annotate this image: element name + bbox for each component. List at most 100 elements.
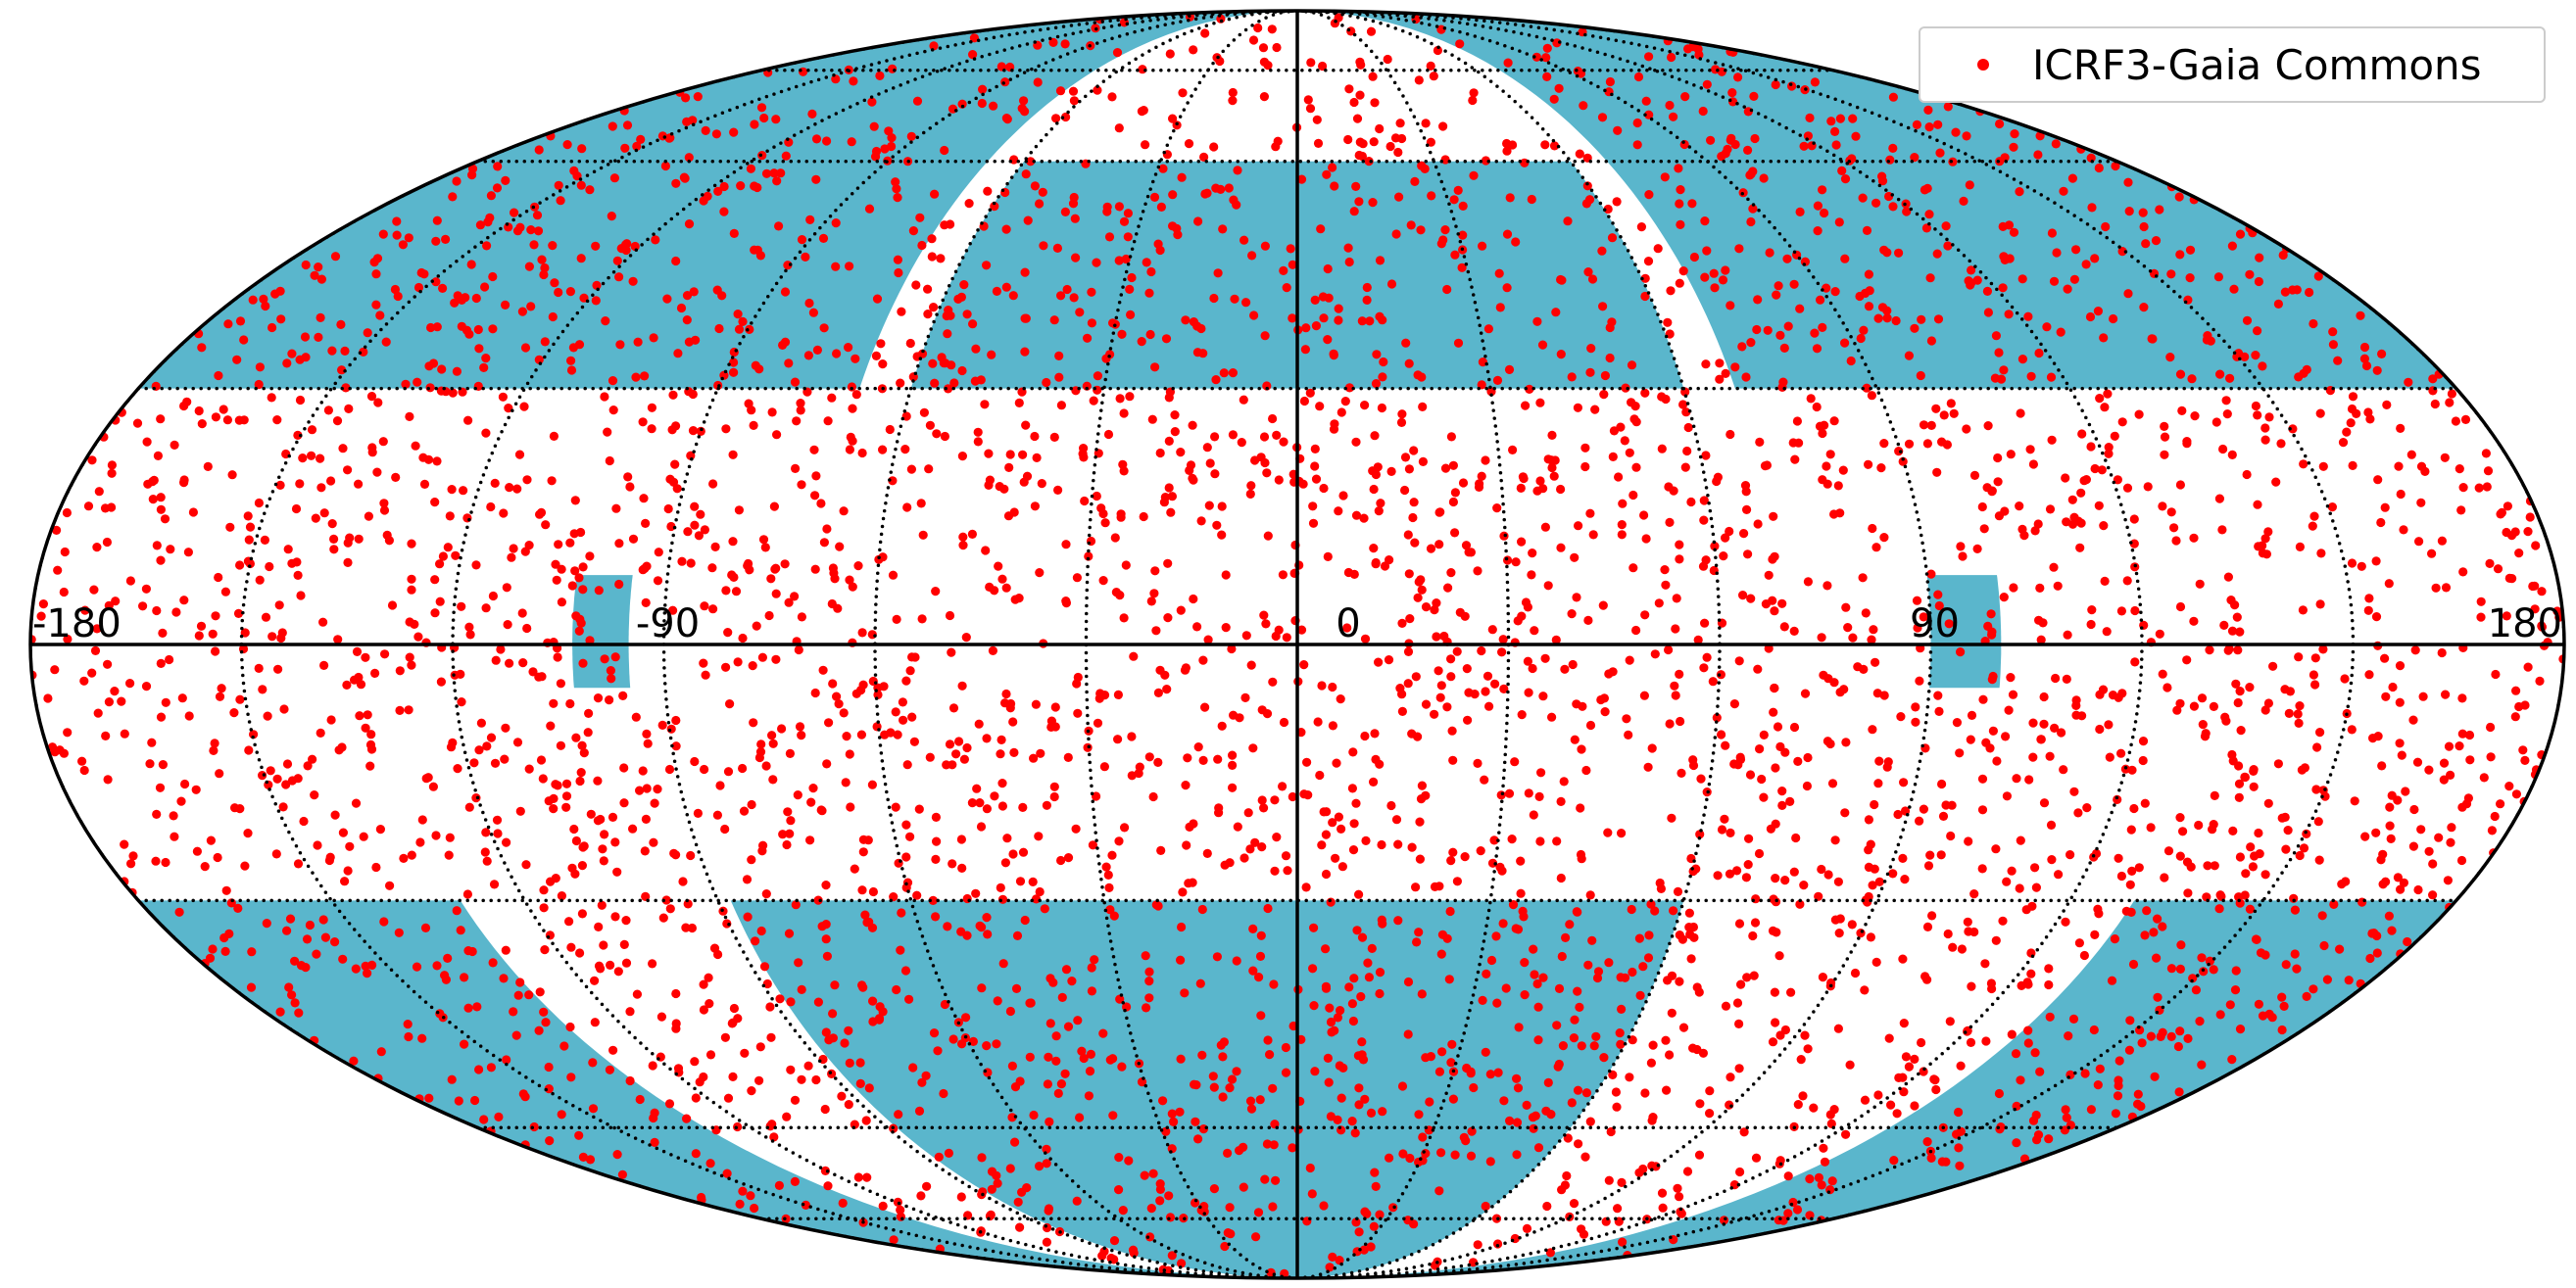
- source-point: [1992, 756, 2002, 766]
- source-point: [1397, 133, 1407, 144]
- source-point: [2263, 698, 2273, 708]
- source-point: [1079, 1053, 1089, 1064]
- source-point: [2251, 401, 2260, 411]
- source-point: [1432, 598, 1441, 608]
- source-point: [1676, 185, 1685, 195]
- source-point: [1359, 1245, 1369, 1255]
- source-point: [660, 161, 671, 171]
- source-point: [490, 478, 500, 488]
- source-point: [1520, 990, 1530, 1000]
- source-point: [1372, 350, 1382, 359]
- source-point: [785, 748, 796, 759]
- source-point: [1490, 679, 1500, 689]
- source-point: [1823, 737, 1832, 746]
- source-point: [240, 861, 250, 871]
- source-point: [2105, 752, 2114, 762]
- source-point: [2380, 502, 2390, 512]
- source-point: [771, 589, 781, 598]
- source-point: [1856, 333, 1866, 344]
- source-point: [771, 115, 781, 124]
- source-point: [776, 168, 786, 178]
- source-point: [381, 337, 391, 347]
- source-point: [905, 338, 915, 349]
- source-point: [1205, 458, 1215, 468]
- source-point: [819, 323, 829, 333]
- source-point: [621, 245, 631, 256]
- source-point: [1183, 753, 1192, 763]
- source-point: [2081, 260, 2091, 269]
- source-point: [482, 741, 492, 751]
- source-point: [1226, 1229, 1236, 1239]
- source-point: [59, 587, 69, 597]
- source-point: [2117, 417, 2127, 427]
- source-point: [79, 676, 89, 686]
- source-point: [265, 561, 274, 572]
- source-point: [871, 146, 882, 157]
- source-point: [912, 96, 923, 106]
- source-point: [1481, 687, 1490, 696]
- source-point: [574, 626, 584, 636]
- source-point: [316, 728, 325, 739]
- source-point: [864, 1083, 874, 1093]
- source-point: [727, 570, 737, 580]
- source-point: [921, 1071, 931, 1080]
- source-point: [1556, 543, 1566, 552]
- source-point: [1337, 407, 1346, 417]
- source-point: [2008, 690, 2018, 699]
- source-point: [2209, 701, 2218, 712]
- source-point: [488, 591, 498, 601]
- source-point: [1523, 656, 1532, 666]
- source-point: [421, 774, 431, 784]
- source-point: [1556, 484, 1566, 495]
- source-point: [1173, 230, 1183, 240]
- source-point: [1941, 221, 1951, 231]
- source-point: [566, 942, 576, 952]
- source-point: [1144, 967, 1154, 977]
- source-point: [649, 837, 658, 847]
- source-point: [579, 748, 589, 758]
- source-point: [327, 519, 337, 529]
- source-point: [1608, 1070, 1618, 1079]
- source-point: [395, 666, 405, 676]
- source-point: [599, 940, 608, 950]
- source-point: [1689, 932, 1699, 942]
- source-point: [764, 610, 774, 621]
- source-point: [621, 916, 631, 926]
- source-point: [1042, 377, 1051, 388]
- source-point: [359, 347, 368, 357]
- source-point: [1343, 134, 1353, 145]
- source-point: [1117, 1062, 1127, 1072]
- source-point: [2294, 652, 2304, 662]
- source-point: [590, 1018, 600, 1027]
- source-point: [575, 948, 585, 958]
- source-point: [1874, 877, 1884, 886]
- coverage-region-2: [138, 900, 1298, 1278]
- source-point: [541, 1018, 551, 1027]
- source-point: [107, 460, 117, 470]
- source-point: [337, 365, 347, 375]
- source-point: [92, 624, 102, 634]
- source-point: [2197, 1060, 2207, 1070]
- source-point: [729, 347, 739, 358]
- source-point: [827, 393, 837, 403]
- source-point: [456, 926, 465, 935]
- source-point: [1634, 933, 1644, 943]
- source-point: [211, 412, 220, 422]
- source-point: [820, 1104, 830, 1115]
- source-point: [1768, 1037, 1778, 1047]
- source-point: [1107, 850, 1117, 860]
- source-point: [2032, 1135, 2042, 1145]
- source-point: [413, 377, 422, 387]
- source-point: [380, 649, 390, 659]
- source-point: [1967, 278, 1976, 288]
- source-point: [275, 480, 285, 490]
- source-point: [1667, 1008, 1677, 1018]
- source-point: [2002, 877, 2012, 886]
- source-point: [330, 252, 341, 262]
- source-point: [2166, 269, 2176, 279]
- source-point: [677, 556, 687, 566]
- source-point: [2493, 564, 2503, 574]
- source-point: [1563, 216, 1573, 226]
- source-point: [1648, 1040, 1658, 1050]
- source-point: [755, 747, 766, 757]
